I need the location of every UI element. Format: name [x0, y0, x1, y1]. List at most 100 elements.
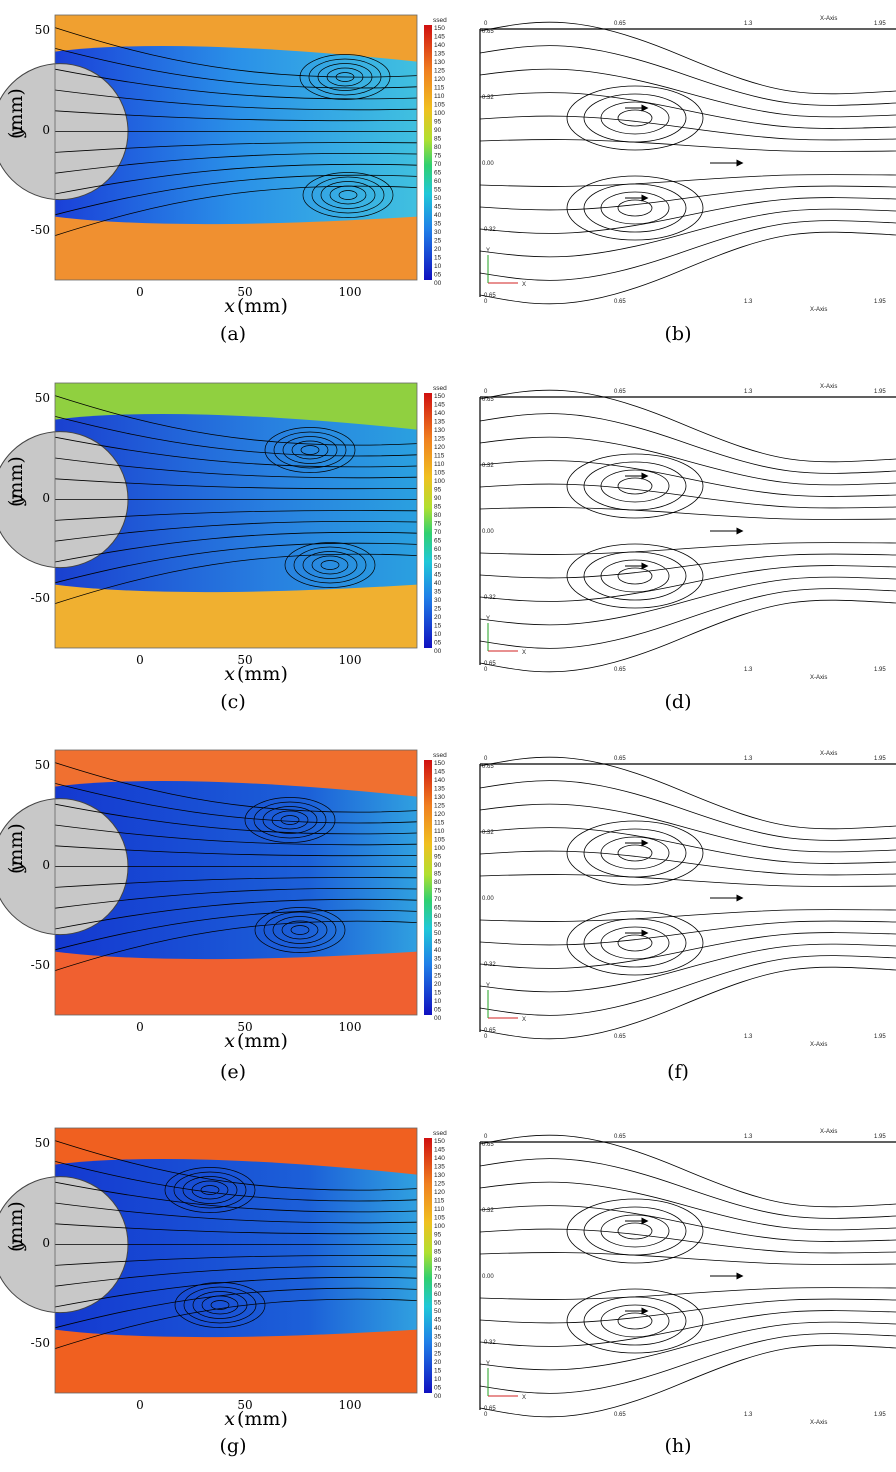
recirculation-loop: [566, 85, 704, 151]
streamline: [479, 588, 896, 649]
top-tick-label: 1.95: [874, 756, 886, 762]
y-axis-unit: (mm): [5, 456, 27, 507]
streamline: [54, 887, 418, 909]
streamline: [479, 955, 896, 1016]
recirculation-loop: [617, 567, 653, 585]
x-axis-title-bottom: X-Axis: [810, 675, 827, 681]
streamline: [54, 531, 418, 563]
colorbar-level: 80: [434, 1257, 442, 1264]
bottom-tick-label: 1.3: [744, 299, 753, 305]
colorbar-level: 115: [434, 1198, 445, 1205]
top-tick-label: 1.95: [874, 21, 886, 27]
streamline: [479, 507, 896, 520]
y-tick-label: -50: [31, 1336, 50, 1350]
x-tick-label: 0: [136, 1398, 144, 1412]
streamline: [479, 92, 896, 129]
streamline: [479, 1205, 896, 1242]
colorbar-level: 70: [434, 1274, 442, 1281]
colorbar-level: 65: [434, 1283, 442, 1290]
colorbar-title: ssed: [433, 1130, 447, 1137]
x-axis-label: x: [224, 663, 235, 685]
streamline: [54, 553, 418, 604]
vortex-ring: [308, 58, 382, 96]
colorbar-level: 145: [434, 34, 445, 41]
colorbar-level: 60: [434, 1291, 442, 1298]
colorbar-level: 135: [434, 786, 445, 793]
colorbar-level: 50: [434, 930, 442, 937]
bottom-tick-label: 1.3: [744, 1412, 753, 1418]
streamline: [479, 139, 896, 152]
vortex-ring: [271, 810, 309, 830]
colorbar-level: 55: [434, 1300, 442, 1307]
colorbar-level: 05: [434, 272, 442, 279]
colorbar-level: 55: [434, 922, 442, 929]
colorbar-level: 105: [434, 1215, 445, 1222]
colorbar-level: 45: [434, 204, 442, 211]
streamline: [54, 877, 418, 888]
x-axis-title-top: X-Axis: [820, 384, 837, 390]
vortex-ring: [253, 801, 327, 839]
y-tick-label: -0.65: [482, 1028, 496, 1034]
streamline: [54, 520, 418, 542]
vortex-ring: [183, 1286, 257, 1324]
vortex-ring: [254, 907, 346, 953]
recirculation-loop: [600, 191, 670, 225]
bottom-tick-label: 0: [484, 667, 488, 673]
recirculation-loop: [566, 175, 704, 241]
recirculation-loop: [566, 1198, 704, 1264]
wake-region: [55, 780, 417, 960]
y-tick-label: -0.65: [482, 1406, 496, 1412]
vortex-ring: [280, 815, 300, 825]
streamline: [479, 780, 896, 841]
bottom-tick-label: 1.3: [744, 667, 753, 673]
top-tick-label: 0: [484, 21, 488, 27]
top-tick-label: 1.3: [744, 389, 753, 395]
vortex-ring: [282, 436, 338, 464]
y-tick-label: -50: [31, 958, 50, 972]
streamline: [479, 115, 896, 141]
bottom-tick-label: 1.3: [744, 1034, 753, 1040]
recirculation-loop: [566, 1288, 704, 1354]
colorbar-level: 30: [434, 229, 442, 236]
streamline: [479, 827, 896, 864]
recirculation-loop: [583, 918, 687, 968]
colorbar-level: 80: [434, 512, 442, 519]
caption: (h): [664, 1435, 691, 1457]
colorbar-level: 85: [434, 504, 442, 511]
recirculation-loop: [600, 926, 670, 960]
streamline: [54, 510, 418, 521]
colorbar-level: 115: [434, 820, 445, 827]
vortex-ring: [299, 54, 391, 100]
x-axis-unit: (mm): [237, 1030, 288, 1052]
streamline: [54, 1202, 418, 1224]
streamline: [479, 208, 896, 258]
colorbar-level: 100: [434, 845, 445, 852]
streamline: [54, 1223, 418, 1235]
y-tick-label: 0.65: [482, 397, 494, 403]
colorbar-level: 30: [434, 964, 442, 971]
colorbar-level: 140: [434, 1155, 445, 1162]
y-tick-label: 0.00: [482, 529, 494, 535]
x-axis-title-bottom: X-Axis: [810, 1042, 827, 1048]
vortex-ring: [311, 555, 349, 575]
y-tick-label: 50: [35, 23, 50, 37]
colorbar-level: 35: [434, 221, 442, 228]
vortex-ring: [164, 1167, 256, 1213]
colorbar-level: 35: [434, 589, 442, 596]
vortex-ring: [291, 440, 329, 460]
colorbar-level: 85: [434, 136, 442, 143]
vortex-ring: [272, 916, 328, 944]
colorbar-level: 150: [434, 25, 445, 32]
streamline: [479, 576, 896, 626]
colorbar-level: 25: [434, 606, 442, 613]
colorbar-level: 110: [434, 1206, 445, 1213]
recirculation-loop: [583, 1296, 687, 1346]
colorbar-level: 15: [434, 255, 442, 262]
recirculation-loop: [600, 101, 670, 135]
bottom-tick-label: 0: [484, 1034, 488, 1040]
colorbar-level: 45: [434, 572, 442, 579]
colorbar-level: 15: [434, 990, 442, 997]
y-tick-label: 0.32: [482, 1208, 494, 1214]
